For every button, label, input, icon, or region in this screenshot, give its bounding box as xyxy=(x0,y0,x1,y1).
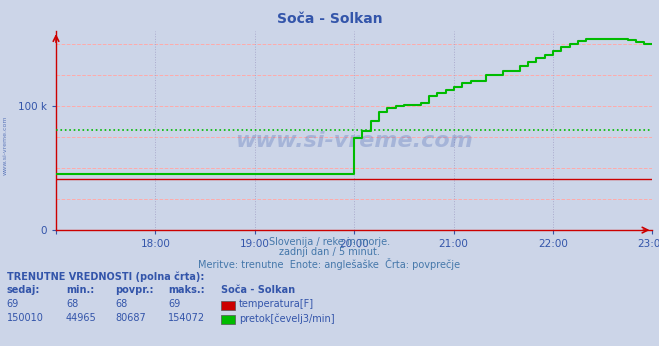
Text: Soča - Solkan: Soča - Solkan xyxy=(221,285,295,295)
Text: 68: 68 xyxy=(66,299,78,309)
Text: 154072: 154072 xyxy=(168,313,205,323)
Text: sedaj:: sedaj: xyxy=(7,285,40,295)
Text: temperatura[F]: temperatura[F] xyxy=(239,299,314,309)
Text: 68: 68 xyxy=(115,299,128,309)
Text: 69: 69 xyxy=(7,299,19,309)
Text: Soča - Solkan: Soča - Solkan xyxy=(277,12,382,26)
Text: Slovenija / reke in morje.: Slovenija / reke in morje. xyxy=(269,237,390,247)
Text: 80687: 80687 xyxy=(115,313,146,323)
Text: TRENUTNE VREDNOSTI (polna črta):: TRENUTNE VREDNOSTI (polna črta): xyxy=(7,272,204,282)
Text: Meritve: trenutne  Enote: anglešaške  Črta: povprečje: Meritve: trenutne Enote: anglešaške Črta… xyxy=(198,258,461,270)
Text: pretok[čevelj3/min]: pretok[čevelj3/min] xyxy=(239,313,335,324)
Text: 69: 69 xyxy=(168,299,181,309)
Text: povpr.:: povpr.: xyxy=(115,285,154,295)
Text: maks.:: maks.: xyxy=(168,285,205,295)
Text: www.si-vreme.com: www.si-vreme.com xyxy=(3,116,8,175)
Text: www.si-vreme.com: www.si-vreme.com xyxy=(235,130,473,151)
Text: 150010: 150010 xyxy=(7,313,43,323)
Text: 44965: 44965 xyxy=(66,313,97,323)
Text: min.:: min.: xyxy=(66,285,94,295)
Text: zadnji dan / 5 minut.: zadnji dan / 5 minut. xyxy=(279,247,380,257)
